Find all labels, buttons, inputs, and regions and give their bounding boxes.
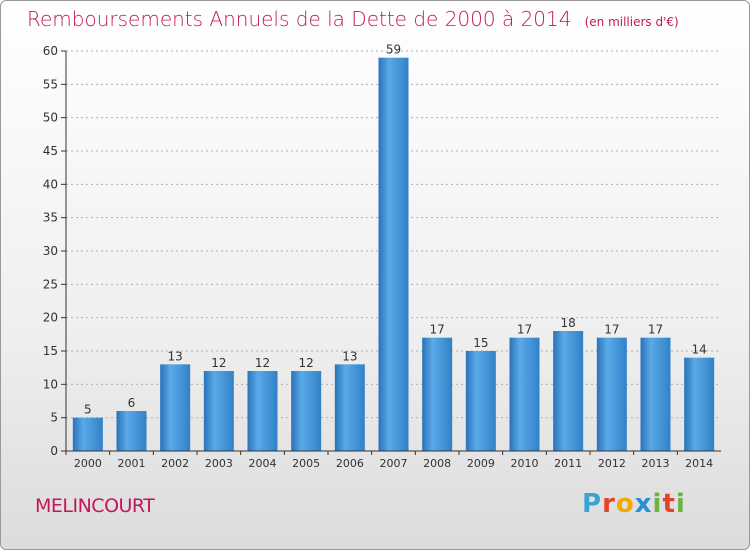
x-tick-label: 2012: [598, 457, 626, 470]
x-tick-label: 2008: [423, 457, 451, 470]
data-label: 13: [168, 349, 183, 363]
y-tick-label: 5: [50, 411, 58, 425]
bar: [465, 351, 496, 451]
y-tick-label: 0: [50, 444, 58, 458]
x-tick-label: 2009: [467, 457, 495, 470]
bar: [116, 411, 147, 451]
bars: [72, 57, 715, 452]
data-label: 18: [561, 316, 576, 330]
logo-letter: o: [615, 489, 635, 519]
data-label: 17: [430, 323, 445, 337]
x-tick-label: 2000: [74, 457, 102, 470]
proxiti-logo: Proxiti: [582, 489, 686, 519]
data-label: 15: [473, 336, 488, 350]
axes: 0 5 10 15 20 25 30 35 40 45 50 55 60 2000 2001 2002 2003…: [43, 44, 721, 470]
data-labels: 5 6 13 12 12 12 13 59 17 15 17 18 17 17 14: [84, 43, 707, 417]
data-label: 5: [84, 403, 92, 417]
logo-letter: P: [582, 489, 603, 519]
bar: [509, 337, 540, 451]
bar: [684, 357, 715, 451]
logo-letter: r: [602, 489, 616, 519]
x-tick-label: 2002: [161, 457, 189, 470]
y-tick-label: 45: [43, 144, 58, 158]
x-tick-label: 2010: [511, 457, 539, 470]
data-label: 12: [211, 356, 226, 370]
y-tick-label: 50: [43, 111, 58, 125]
logo-letter: i: [652, 489, 663, 519]
x-tick-label: 2014: [685, 457, 713, 470]
x-tick-label: 2003: [205, 457, 233, 470]
data-label: 6: [128, 396, 136, 410]
y-tick-label: 10: [43, 377, 58, 391]
bar: [378, 57, 409, 452]
data-label: 17: [648, 323, 663, 337]
bar: [203, 371, 234, 451]
y-tick-label: 30: [43, 244, 58, 258]
x-tick-label: 2011: [554, 457, 582, 470]
bar: [160, 364, 191, 451]
x-tick-label: 2004: [249, 457, 277, 470]
commune-name: MELINCOURT: [35, 495, 155, 517]
data-label: 17: [604, 323, 619, 337]
data-label: 12: [255, 356, 270, 370]
bar: [72, 417, 103, 451]
chart-title: Remboursements Annuels de la Dette de 20…: [27, 7, 572, 31]
bar: [553, 331, 584, 451]
y-tick-label: 35: [43, 211, 58, 225]
y-tick-label: 15: [43, 344, 58, 358]
bar: [422, 337, 453, 451]
data-label: 14: [692, 343, 707, 357]
y-tick-label: 55: [43, 77, 58, 91]
data-label: 59: [386, 43, 401, 57]
bar: [596, 337, 627, 451]
y-tick-label: 40: [43, 177, 58, 191]
y-tick-label: 20: [43, 311, 58, 325]
data-label: 17: [517, 323, 532, 337]
y-tick-label: 25: [43, 277, 58, 291]
x-tick-label: 2007: [380, 457, 408, 470]
logo-letter: x: [634, 489, 653, 519]
bar: [334, 364, 365, 451]
bar: [291, 371, 322, 451]
x-tick-label: 2001: [118, 457, 146, 470]
x-tick-label: 2006: [336, 457, 364, 470]
x-tick-label: 2005: [292, 457, 320, 470]
data-label: 13: [342, 349, 357, 363]
logo-letter: t: [662, 489, 676, 519]
y-tick-label: 60: [43, 44, 58, 58]
data-label: 12: [299, 356, 314, 370]
bar: [247, 371, 278, 451]
title-row: Remboursements Annuels de la Dette de 20…: [27, 7, 679, 31]
chart-unit: (en milliers d'€): [584, 15, 679, 29]
bar: [640, 337, 671, 451]
x-tick-label: 2013: [642, 457, 670, 470]
logo-letter: i: [675, 489, 686, 519]
